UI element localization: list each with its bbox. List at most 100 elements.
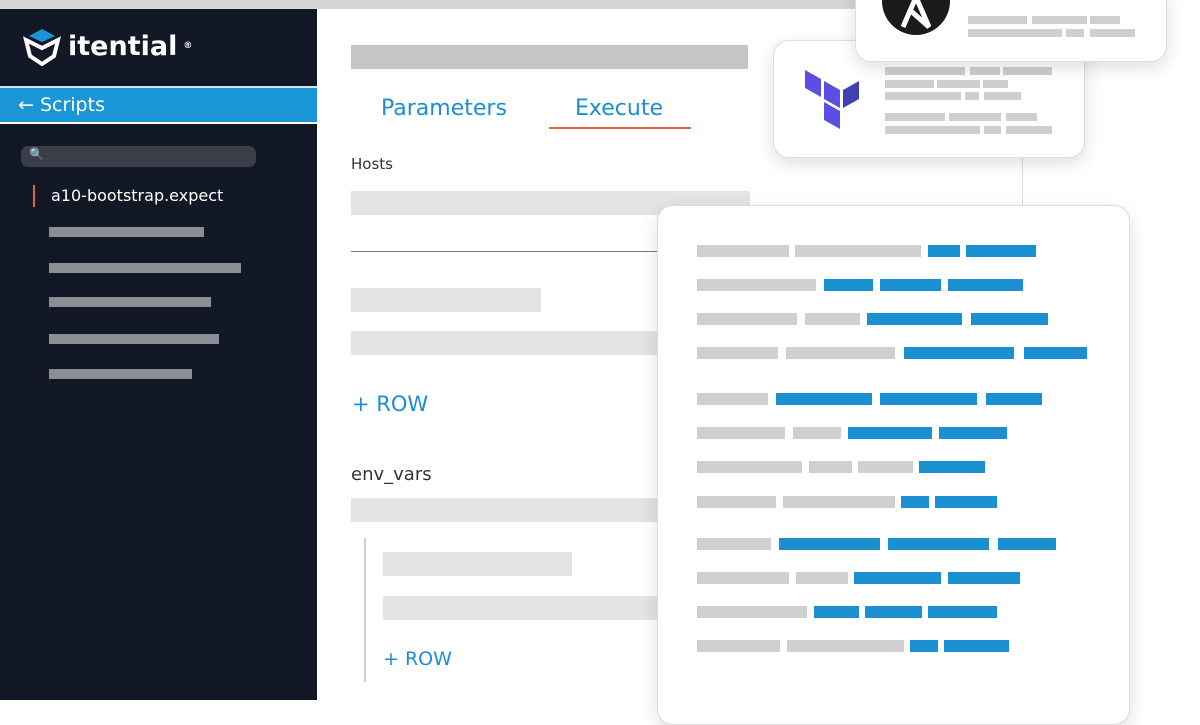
code-token: [824, 279, 873, 291]
text-placeholder: [1003, 67, 1052, 75]
code-token: [935, 496, 997, 508]
search-icon: 🔍: [29, 147, 44, 161]
search-input[interactable]: 🔍: [21, 146, 256, 167]
brand-logo: itential ®: [22, 26, 192, 66]
code-token: [793, 427, 841, 439]
field-placeholder[interactable]: [351, 331, 661, 355]
code-token: [948, 572, 1020, 584]
code-token: [697, 640, 780, 652]
code-token: [904, 347, 1014, 359]
code-token: [697, 606, 807, 618]
nested-field-placeholder[interactable]: [383, 596, 661, 620]
env-vars-label: env_vars: [351, 464, 432, 485]
tab-execute[interactable]: Execute: [575, 96, 663, 121]
text-placeholder: [970, 67, 1000, 75]
text-placeholder: [968, 16, 1027, 24]
text-placeholder: [1032, 16, 1087, 24]
selected-marker: [33, 185, 35, 207]
code-token: [971, 313, 1048, 325]
text-placeholder: [968, 29, 1062, 37]
code-token: [1024, 347, 1087, 359]
text-placeholder: [1006, 113, 1037, 121]
sidebar-item-placeholder[interactable]: [49, 227, 204, 237]
env-vars-input[interactable]: [351, 498, 661, 522]
ansible-logo-icon: [882, 0, 950, 35]
code-token: [814, 606, 859, 618]
code-token: [697, 461, 802, 473]
page-title-placeholder: [351, 45, 748, 69]
divider: [351, 251, 661, 252]
nested-add-row-button[interactable]: + ROW: [383, 648, 452, 670]
code-token: [966, 245, 1036, 257]
code-token: [854, 572, 941, 584]
code-token: [779, 538, 880, 550]
text-placeholder: [937, 80, 980, 88]
code-token: [697, 572, 789, 584]
code-token: [697, 245, 789, 257]
code-token: [697, 427, 785, 439]
code-token: [928, 606, 997, 618]
code-token: [697, 313, 797, 325]
code-token: [697, 496, 776, 508]
sidebar-item-placeholder[interactable]: [49, 334, 219, 344]
sidebar: [0, 9, 317, 700]
code-token: [697, 279, 816, 291]
code-token: [939, 427, 1007, 439]
hosts-label: Hosts: [351, 155, 393, 173]
code-token: [998, 538, 1056, 550]
back-to-scripts-button[interactable]: ← Scripts: [0, 86, 317, 124]
text-placeholder: [885, 80, 934, 88]
sidebar-item-placeholder[interactable]: [49, 369, 192, 379]
text-placeholder: [983, 80, 1008, 88]
brand-name: itential: [68, 30, 178, 62]
text-placeholder: [1090, 16, 1120, 24]
add-row-button[interactable]: + ROW: [352, 392, 429, 416]
itential-logo-icon: [23, 29, 61, 66]
text-placeholder: [1006, 126, 1052, 134]
text-placeholder: [984, 126, 1001, 134]
code-token: [776, 393, 872, 405]
code-token: [944, 640, 1009, 652]
text-placeholder: [965, 92, 979, 100]
text-placeholder: [1090, 29, 1135, 37]
text-placeholder: [1066, 29, 1084, 37]
code-token: [880, 279, 941, 291]
sidebar-item-placeholder[interactable]: [49, 297, 211, 307]
code-card: [657, 205, 1130, 725]
code-token: [848, 427, 932, 439]
terraform-logo-icon: [805, 70, 859, 129]
ansible-card: [855, 0, 1167, 62]
code-token: [783, 496, 895, 508]
tab-parameters[interactable]: Parameters: [381, 96, 507, 121]
text-placeholder: [885, 92, 961, 100]
code-token: [948, 279, 1023, 291]
sidebar-item-placeholder[interactable]: [49, 263, 241, 273]
text-placeholder: [984, 92, 1021, 100]
code-token: [910, 640, 938, 652]
code-token: [865, 606, 922, 618]
text-placeholder: [885, 67, 965, 75]
code-token: [986, 393, 1042, 405]
code-token: [858, 461, 913, 473]
code-token: [809, 461, 852, 473]
code-token: [888, 538, 989, 550]
text-placeholder: [885, 126, 980, 134]
code-token: [787, 640, 904, 652]
code-token: [880, 393, 977, 405]
code-token: [697, 538, 771, 550]
sidebar-item-selected[interactable]: a10-bootstrap.expect: [51, 186, 224, 205]
code-token: [919, 461, 985, 473]
registered-mark: ®: [183, 41, 193, 51]
code-token: [901, 496, 929, 508]
code-token: [805, 313, 860, 325]
code-token: [697, 393, 768, 405]
code-token: [697, 347, 778, 359]
nested-field-placeholder[interactable]: [383, 552, 572, 576]
active-tab-underline: [549, 127, 691, 129]
text-placeholder: [885, 113, 945, 121]
nested-indent-line: [364, 538, 366, 682]
code-token: [786, 347, 895, 359]
field-placeholder[interactable]: [351, 288, 541, 312]
code-token: [867, 313, 962, 325]
top-strip: [0, 0, 870, 9]
